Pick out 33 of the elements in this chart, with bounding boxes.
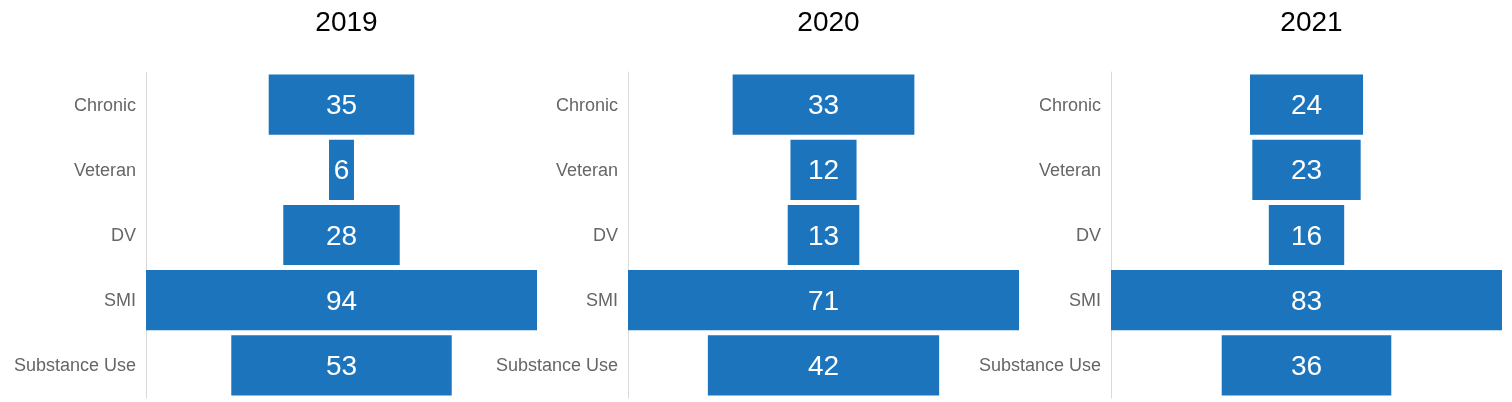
- category-label: Veteran: [73, 159, 136, 180]
- category-label: SMI: [1068, 290, 1101, 311]
- category-label: Chronic: [1038, 94, 1101, 115]
- category-label: Veteran: [1038, 159, 1101, 180]
- data-label: 28: [325, 219, 358, 251]
- category-label: DV: [110, 225, 136, 245]
- data-label: 33: [807, 89, 840, 121]
- category-label: SMI: [103, 290, 136, 311]
- category-label: Substance Use: [495, 355, 618, 376]
- data-label: 94: [325, 284, 358, 316]
- data-label: 53: [325, 349, 358, 381]
- data-label: 12: [807, 154, 840, 186]
- category-label: Chronic: [73, 94, 136, 115]
- category-label: Substance Use: [13, 355, 136, 376]
- text: 2021: [1280, 5, 1343, 37]
- category-label: DV: [592, 225, 618, 245]
- text: 2020: [797, 5, 860, 37]
- text: 2019: [315, 5, 378, 37]
- data-label: 16: [1290, 219, 1323, 251]
- category-label: Veteran: [555, 159, 618, 180]
- data-label: 23: [1290, 154, 1323, 186]
- category-label: SMI: [585, 290, 618, 311]
- data-label: 71: [807, 284, 840, 316]
- data-label: 6: [333, 154, 350, 186]
- data-label: 83: [1290, 284, 1323, 316]
- data-label: 24: [1290, 89, 1323, 121]
- category-label: DV: [1075, 225, 1101, 245]
- category-label: Substance Use: [978, 355, 1101, 376]
- data-label: 35: [325, 89, 358, 121]
- category-label: Chronic: [555, 94, 618, 115]
- data-label: 42: [807, 349, 840, 381]
- data-label: 36: [1290, 349, 1323, 381]
- data-label: 13: [807, 219, 840, 251]
